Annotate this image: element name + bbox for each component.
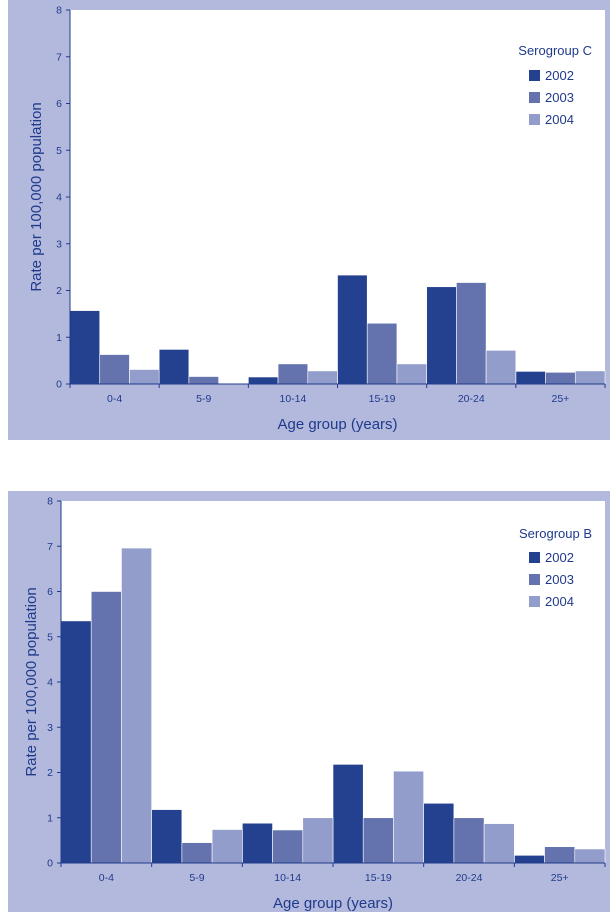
legend-label-2004: 2004 (545, 594, 574, 609)
legend-swatch-2004 (529, 596, 540, 607)
bar-2002-0-4 (60, 620, 92, 864)
y-tick-label: 2 (47, 767, 53, 779)
bar-2004-0-4 (129, 369, 160, 385)
y-tick-label: 6 (56, 98, 62, 110)
bar-2003-25+ (544, 846, 576, 864)
y-tick-label: 7 (47, 541, 53, 553)
x-tick-label: 0-4 (107, 393, 122, 405)
bar-2002-10-14 (242, 822, 273, 864)
bar-2002-20-24 (423, 802, 455, 864)
y-tick-label: 5 (47, 631, 53, 643)
bar-2003-5-9 (188, 376, 219, 385)
legend-swatch-2004 (529, 114, 540, 125)
bar-2004-15-19 (396, 363, 427, 385)
serogroup-b-chart: 0 1 2 3 4 5 6 7 8 0-4 5-9 10-14 15-19 20-24 25+ Age gro… (23, 496, 606, 912)
y-tick-label: 1 (47, 812, 53, 824)
y-tick-label: 5 (56, 145, 62, 157)
serogroup-c-chart-panel: 0 1 2 3 4 5 6 7 8 0-4 5-9 10-14 15-19 20-24 25+ Age gro… (8, 0, 610, 440)
x-tick-label: 20-24 (456, 872, 483, 884)
bar-2003-20-24 (456, 282, 487, 385)
bar-2003-20-24 (453, 817, 485, 864)
legend-swatch-2003 (529, 92, 540, 103)
bar-2002-15-19 (337, 274, 368, 385)
y-tick-label: 8 (56, 5, 62, 17)
x-tick-label: 5-9 (189, 872, 204, 884)
x-axis-title: Age group (years) (277, 416, 397, 433)
x-axis-title: Age group (years) (273, 895, 393, 912)
legend-label-2003: 2003 (545, 572, 574, 587)
legend-label-2002: 2002 (545, 68, 574, 83)
x-tick-label: 10-14 (279, 393, 306, 405)
y-tick-label: 0 (56, 379, 62, 391)
serogroup-c-chart: 0 1 2 3 4 5 6 7 8 0-4 5-9 10-14 15-19 20-24 25+ Age gro… (28, 5, 606, 433)
y-tick-label: 6 (47, 586, 53, 598)
y-tick-label: 1 (56, 332, 62, 344)
bar-2004-25+ (574, 848, 606, 864)
bar-2004-20-24 (485, 350, 517, 385)
serogroup-b-chart-panel: 0 1 2 3 4 5 6 7 8 0-4 5-9 10-14 15-19 20-24 25+ Age gro… (8, 491, 610, 912)
bar-2004-25+ (574, 370, 606, 385)
x-tick-label: 20-24 (458, 393, 485, 405)
legend-title: Serogroup B (519, 526, 592, 541)
bar-2003-15-19 (366, 322, 398, 385)
bar-2002-5-9 (158, 349, 190, 385)
bar-2003-0-4 (90, 591, 122, 864)
y-tick-label: 2 (56, 285, 62, 297)
bar-2003-0-4 (99, 354, 130, 385)
bar-2003-25+ (545, 372, 576, 385)
legend-label-2003: 2003 (545, 90, 574, 105)
legend-swatch-2002 (529, 70, 540, 81)
bar-2004-10-14 (302, 817, 334, 864)
x-tick-label: 0-4 (99, 872, 114, 884)
x-tick-label: 15-19 (365, 872, 392, 884)
x-tick-label: 25+ (552, 393, 570, 405)
bar-2002-25+ (515, 371, 546, 385)
x-tick-label: 15-19 (369, 393, 396, 405)
bar-2002-5-9 (151, 809, 183, 864)
legend-swatch-2003 (529, 574, 540, 585)
y-tick-label: 7 (56, 51, 62, 63)
y-tick-label: 3 (47, 722, 53, 734)
legend-label-2004: 2004 (545, 112, 574, 127)
bar-2003-10-14 (277, 363, 309, 385)
y-axis-title: Rate per 100,000 population (28, 102, 45, 291)
legend-label-2002: 2002 (545, 550, 574, 565)
bar-2004-20-24 (483, 823, 515, 864)
x-tick-label: 25+ (551, 872, 569, 884)
bar-2004-10-14 (307, 370, 338, 385)
bar-2002-0-4 (69, 310, 101, 385)
bar-2004-15-19 (393, 770, 424, 864)
bar-2004-5-9 (211, 829, 243, 864)
y-tick-label: 3 (56, 238, 62, 250)
bar-2002-15-19 (332, 764, 364, 864)
bar-2003-15-19 (362, 817, 394, 864)
legend-swatch-2002 (529, 552, 540, 563)
bar-2003-5-9 (181, 842, 213, 864)
bar-2002-10-14 (248, 376, 279, 385)
y-tick-label: 8 (47, 496, 53, 508)
legend-title: Serogroup C (518, 43, 592, 58)
bar-2003-10-14 (272, 829, 304, 864)
y-tick-label: 4 (47, 677, 53, 689)
x-tick-label: 10-14 (274, 872, 301, 884)
bar-2002-25+ (514, 855, 545, 864)
bar-2004-0-4 (121, 547, 152, 864)
bar-2002-20-24 (426, 286, 457, 385)
y-axis-title: Rate per 100,000 population (23, 587, 40, 776)
y-tick-label: 4 (56, 192, 62, 204)
y-tick-label: 0 (47, 858, 53, 870)
x-tick-label: 5-9 (196, 393, 211, 405)
